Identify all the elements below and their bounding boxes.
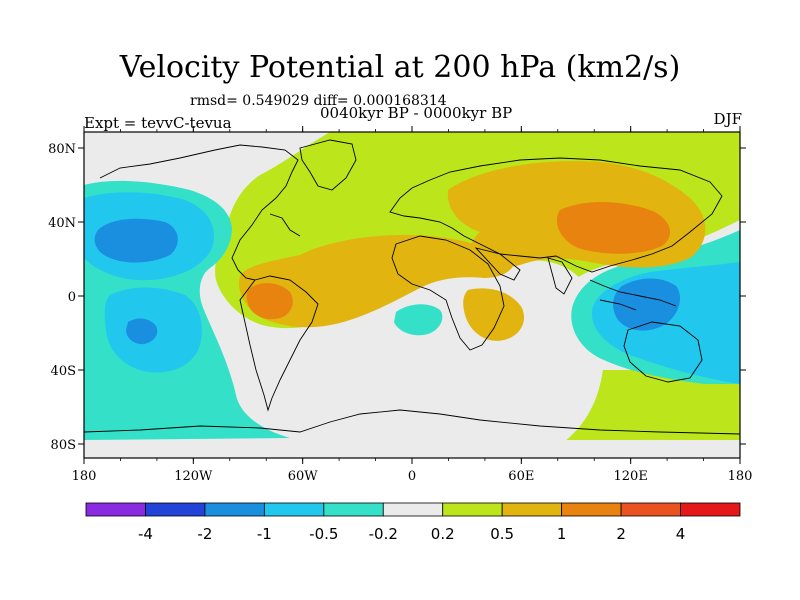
lon-tick-label: 60W (288, 469, 319, 484)
colorbar-label: -0.5 (309, 525, 338, 543)
colorbar-swatch (442, 502, 503, 517)
coastlines (84, 139, 740, 435)
colorbar-swatch (680, 502, 741, 517)
lon-tick-label: 120E (614, 469, 648, 484)
season-label: DJF (713, 110, 742, 128)
colorbar-swatch (501, 502, 563, 517)
colorbar-swatch (263, 502, 325, 517)
colorbar: -4 -2 -1 -0.5 -0.2 0.2 0.5 1 2 4 (85, 502, 741, 543)
colorbar-swatch (204, 502, 265, 517)
colorbar-label: -4 (138, 525, 153, 543)
lat-tick-label: 40N (48, 216, 76, 231)
lat-tick-label: 80N (48, 142, 76, 157)
colorbar-swatch (620, 502, 681, 517)
map-axes: 180 120W 60W 0 60E 120E 180 80N 40N 0 40S 80S (48, 126, 752, 484)
colorbar-swatch (323, 502, 384, 517)
contour-fill (84, 132, 740, 458)
colorbar-label: -0.2 (369, 525, 398, 543)
colorbar-label: -2 (197, 525, 212, 543)
lat-tick-label: 0 (68, 290, 76, 305)
experiment-label: Expt = tevvC-tevua (84, 114, 232, 132)
map-title: Velocity Potential at 200 hPa (km2/s) (119, 50, 681, 85)
lon-tick-label: 120W (174, 469, 213, 484)
lon-tick-label: 180 (72, 469, 97, 484)
colorbar-label: -1 (257, 525, 272, 543)
lon-tick-label: 180 (728, 469, 753, 484)
colorbar-label: 4 (676, 525, 686, 543)
colorbar-label: 0.2 (431, 525, 455, 543)
lon-tick-label: 0 (408, 469, 416, 484)
colorbar-swatch (561, 502, 622, 517)
colorbar-swatch (145, 502, 206, 517)
lat-tick-label: 80S (51, 438, 76, 453)
colorbar-label: 1 (557, 525, 567, 543)
lon-tick-label: 60E (508, 469, 534, 484)
colorbar-swatch (382, 502, 444, 517)
colorbar-swatch (85, 502, 146, 517)
lat-tick-label: 40S (51, 364, 76, 379)
colorbar-label: 2 (616, 525, 626, 543)
stats-text: rmsd= 0.549029 diff= 0.000168314 (190, 93, 447, 109)
period-label: 0040kyr BP - 0000kyr BP (320, 104, 513, 122)
colorbar-label: 0.5 (490, 525, 514, 543)
